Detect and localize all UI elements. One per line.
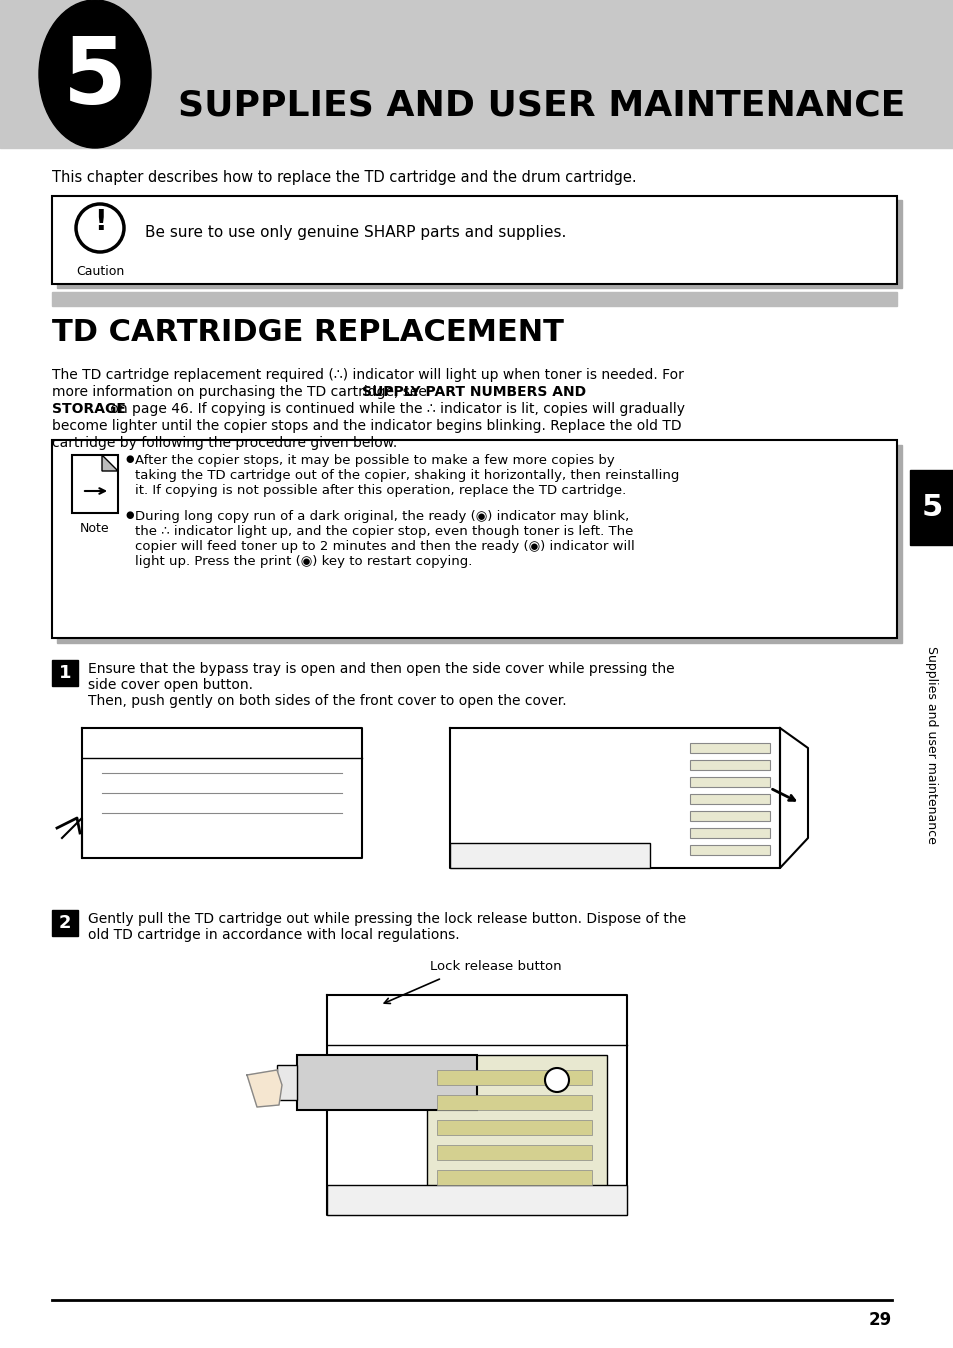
Text: Lock release button: Lock release button [430,960,561,973]
Bar [436,1120,592,1135]
Text: SUPPLY PART NUMBERS AND: SUPPLY PART NUMBERS AND [361,386,585,399]
Bar [52,439,896,638]
Text: During long copy run of a dark original, the ready (◉) indicator may blink,: During long copy run of a dark original,… [135,510,629,523]
Bar [327,1185,626,1215]
Text: more information on purchasing the TD cartridge, see: more information on purchasing the TD ca… [52,386,431,399]
Bar [52,910,78,936]
Circle shape [76,204,124,252]
Bar [909,470,953,545]
Bar [689,811,769,821]
Bar [450,842,649,868]
Text: copier will feed toner up to 2 minutes and then the ready (◉) indicator will: copier will feed toner up to 2 minutes a… [135,541,634,553]
Text: ●: ● [125,510,133,520]
Bar [436,1170,592,1185]
Text: light up. Press the print (◉) key to restart copying.: light up. Press the print (◉) key to res… [135,555,472,568]
Bar [0,0,953,148]
Text: 5: 5 [921,493,942,522]
Bar [689,845,769,855]
Bar [436,1070,592,1085]
Bar [57,200,901,288]
Text: on page 46. If copying is continued while the ∴ indicator is lit, copies will gr: on page 46. If copying is continued whil… [106,402,684,417]
Bar [689,776,769,787]
Text: Gently pull the TD cartridge out while pressing the lock release button. Dispose: Gently pull the TD cartridge out while p… [88,913,685,926]
Bar [436,1144,592,1161]
Bar [436,1095,592,1109]
Text: After the copier stops, it may be possible to make a few more copies by: After the copier stops, it may be possib… [135,454,614,466]
Text: it. If copying is not possible after this operation, replace the TD cartridge.: it. If copying is not possible after thi… [135,484,625,497]
Text: The TD cartridge replacement required (∴) indicator will light up when toner is : The TD cartridge replacement required (∴… [52,368,683,381]
Bar [52,195,896,284]
Text: become lighter until the copier stops and the indicator begins blinking. Replace: become lighter until the copier stops an… [52,419,680,433]
Bar [57,445,901,643]
Text: side cover open button.: side cover open button. [88,678,253,692]
Text: !: ! [93,208,106,236]
Bar [276,1065,296,1100]
Circle shape [544,1068,568,1092]
Text: 29: 29 [868,1312,891,1329]
Polygon shape [102,456,118,470]
Bar [689,760,769,770]
Text: cartridge by following the procedure given below.: cartridge by following the procedure giv… [52,435,396,450]
Text: Caution: Caution [76,266,124,278]
Text: the ∴ indicator light up, and the copier stop, even though toner is left. The: the ∴ indicator light up, and the copier… [135,524,633,538]
Text: Be sure to use only genuine SHARP parts and supplies.: Be sure to use only genuine SHARP parts … [145,225,566,240]
Text: old TD cartridge in accordance with local regulations.: old TD cartridge in accordance with loca… [88,927,459,942]
Bar [52,293,896,306]
Text: 5: 5 [63,32,127,123]
Text: ●: ● [125,454,133,464]
Bar [427,1055,606,1205]
Text: Note: Note [80,522,110,535]
Text: STORAGE: STORAGE [52,402,126,417]
Bar [689,828,769,838]
Text: taking the TD cartridge out of the copier, shaking it horizontally, then reinsta: taking the TD cartridge out of the copie… [135,469,679,483]
Text: 1: 1 [59,665,71,682]
Text: Ensure that the bypass tray is open and then open the side cover while pressing : Ensure that the bypass tray is open and … [88,662,674,675]
Bar [296,1055,476,1109]
Text: TD CARTRIDGE REPLACEMENT: TD CARTRIDGE REPLACEMENT [52,318,563,346]
Bar [689,743,769,754]
Bar [52,661,78,686]
Text: 2: 2 [59,914,71,931]
Bar [689,794,769,803]
Text: This chapter describes how to replace the TD cartridge and the drum cartridge.: This chapter describes how to replace th… [52,170,636,185]
Text: Supplies and user maintenance: Supplies and user maintenance [924,646,938,844]
Text: Then, push gently on both sides of the front cover to open the cover.: Then, push gently on both sides of the f… [88,694,566,708]
Ellipse shape [39,0,151,148]
Polygon shape [247,1070,282,1107]
Text: SUPPLIES AND USER MAINTENANCE: SUPPLIES AND USER MAINTENANCE [178,88,904,123]
Bar [71,456,118,514]
